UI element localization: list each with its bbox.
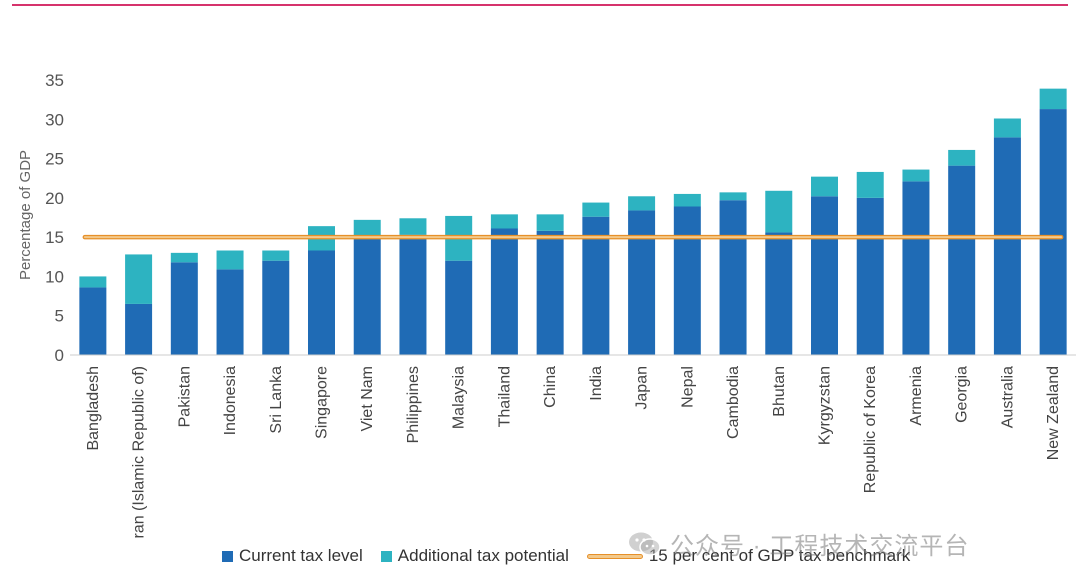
legend-label-additional: Additional tax potential [397, 546, 569, 565]
x-tick-label: New Zealand [1045, 366, 1062, 460]
x-tick-label: Georgia [954, 366, 971, 423]
bar-additional-potential [353, 219, 381, 238]
bar-current-tax [308, 250, 335, 355]
bar-current-tax [262, 260, 290, 355]
watermark-text: 公众号 · 工程技术交流平台 [670, 533, 970, 560]
bar-current-tax [673, 206, 701, 355]
bar-additional-potential [856, 171, 884, 198]
bar-current-tax [719, 200, 747, 355]
y-tick-label: 35 [45, 71, 64, 90]
y-tick-label: 5 [55, 307, 64, 326]
y-axis: 0 5 10 15 20 25 30 35 [45, 71, 64, 365]
bar-current-tax [79, 287, 107, 355]
bar-additional-potential [125, 254, 153, 304]
bar-current-tax [536, 230, 564, 355]
x-tick-label: Kyrgyzstan [817, 366, 834, 445]
bar-current-tax [811, 196, 838, 355]
bar-additional-potential [582, 202, 610, 217]
x-tick-label: Sri Lanka [268, 366, 285, 434]
bar-additional-potential [490, 214, 518, 229]
bar-additional-potential [993, 118, 1021, 138]
bar-current-tax [399, 234, 427, 355]
bar-current-tax [993, 137, 1021, 355]
y-tick-label: 0 [55, 346, 64, 365]
x-tick-label: Thailand [496, 366, 513, 427]
y-tick-label: 30 [45, 110, 64, 129]
legend: Current tax level Additional tax potenti… [222, 544, 928, 568]
x-tick-label: Nepal [679, 366, 696, 408]
x-tick-label: Japan [634, 366, 651, 410]
stacked-bar-chart: 0 5 10 15 20 25 30 35 Percentage of GDP Banglad… [17, 71, 1076, 540]
x-tick-label: China [542, 366, 559, 408]
x-tick-label: Malaysia [451, 366, 468, 429]
x-tick-label: Philippines [405, 366, 422, 443]
bar-current-tax [628, 210, 656, 355]
wechat-icon [629, 532, 661, 556]
bar-additional-potential [902, 169, 930, 182]
legend-item-benchmark: 15 per cent of GDP tax benchmark [586, 546, 911, 566]
legend-label-benchmark: 15 per cent of GDP tax benchmark [648, 546, 911, 565]
bar-additional-potential [262, 250, 290, 261]
bar-current-tax [490, 228, 518, 355]
legend-swatch-current [222, 550, 233, 562]
legend-item-current: Current tax level [222, 546, 363, 566]
bar-current-tax [445, 260, 473, 355]
y-tick-label: 25 [45, 150, 64, 169]
bar-additional-potential [399, 218, 427, 235]
y-tick-label: 20 [45, 189, 64, 208]
x-tick-label: Iran (Islamic Republic of) [131, 366, 148, 540]
bar-current-tax [582, 216, 610, 355]
legend-item-additional: Additional tax potential [380, 546, 569, 566]
bar-current-tax [170, 262, 198, 355]
bars [79, 88, 1067, 355]
bar-additional-potential [536, 214, 564, 231]
x-tick-label: Bangladesh [85, 366, 102, 451]
bar-additional-potential [79, 276, 107, 288]
bar-additional-potential [170, 252, 198, 263]
y-tick-label: 15 [45, 228, 64, 247]
bar-current-tax [353, 237, 381, 355]
bar-additional-potential [1039, 88, 1067, 110]
bar-current-tax [902, 181, 930, 355]
bar-additional-potential [948, 149, 976, 166]
watermark: 公众号 · 工程技术交流平台 [628, 526, 969, 561]
x-tick-label: Australia [999, 366, 1016, 428]
bar-additional-potential [765, 190, 793, 233]
bar-current-tax [1039, 109, 1067, 355]
x-tick-label: Bhutan [771, 366, 788, 417]
x-tick-label: Armenia [908, 366, 925, 426]
x-tick-label: Pakistan [176, 366, 193, 427]
x-tick-label: India [588, 366, 605, 401]
x-tick-label: Indonesia [222, 366, 239, 435]
x-tick-label: Singapore [314, 366, 331, 439]
x-tick-label: Republic of Korea [862, 366, 879, 493]
legend-swatch-benchmark [586, 553, 643, 559]
y-tick-label: 10 [45, 267, 64, 286]
bar-additional-potential [216, 250, 244, 270]
bar-additional-potential [811, 176, 838, 197]
bar-current-tax [765, 232, 793, 355]
bar-additional-potential [673, 193, 701, 207]
bar-current-tax [125, 303, 153, 355]
legend-label-current: Current tax level [239, 546, 363, 565]
top-rule [12, 4, 1068, 6]
legend-swatch-additional [380, 550, 392, 562]
y-axis-label: Percentage of GDP [17, 150, 34, 280]
bar-additional-potential [719, 192, 747, 201]
x-tick-label: Cambodia [725, 366, 742, 439]
x-axis-labels: Bangladesh Iran (Islamic Republic of) Paki… [85, 366, 1062, 540]
bar-additional-potential [628, 196, 656, 211]
bar-current-tax [948, 165, 976, 355]
bar-current-tax [216, 269, 244, 355]
bar-current-tax [856, 197, 884, 355]
x-tick-label: Viet Nam [359, 366, 376, 432]
